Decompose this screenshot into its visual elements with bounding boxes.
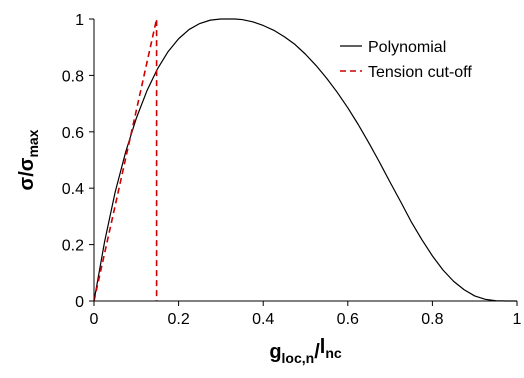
- y-tick-label: 0: [75, 294, 84, 311]
- legend-label: Polynomial: [368, 39, 446, 56]
- x-tick-label: 0.8: [421, 311, 443, 328]
- y-tick-label: 1: [75, 12, 84, 29]
- ticks: 0 0.2 0.4 0.6 0.8 1 0 0.2 0.4 0.6 0.8 1: [62, 12, 522, 328]
- y-tick-label: 0.4: [62, 181, 84, 198]
- x-tick-label: 0.6: [337, 311, 359, 328]
- y-tick-label: 0.8: [62, 68, 84, 85]
- y-tick-label: 0.6: [62, 125, 84, 142]
- x-tick-label: 1: [513, 311, 522, 328]
- x-tick-label: 0.4: [252, 311, 274, 328]
- axes: [93, 19, 517, 302]
- series-line-tension-cut-off: [93, 18, 158, 302]
- y-tick-label: 0.2: [62, 238, 84, 255]
- x-tick-label: 0: [90, 311, 99, 328]
- y-axis-title: σ/σmax: [16, 129, 41, 190]
- legend: Polynomial Tension cut-off: [340, 39, 472, 81]
- x-axis-title: gloc,n/lnc: [269, 336, 342, 366]
- legend-label: Tension cut-off: [368, 64, 472, 81]
- series-line-polynomial: [93, 18, 517, 302]
- x-tick-label: 0.2: [167, 311, 189, 328]
- plot-area: [93, 18, 517, 302]
